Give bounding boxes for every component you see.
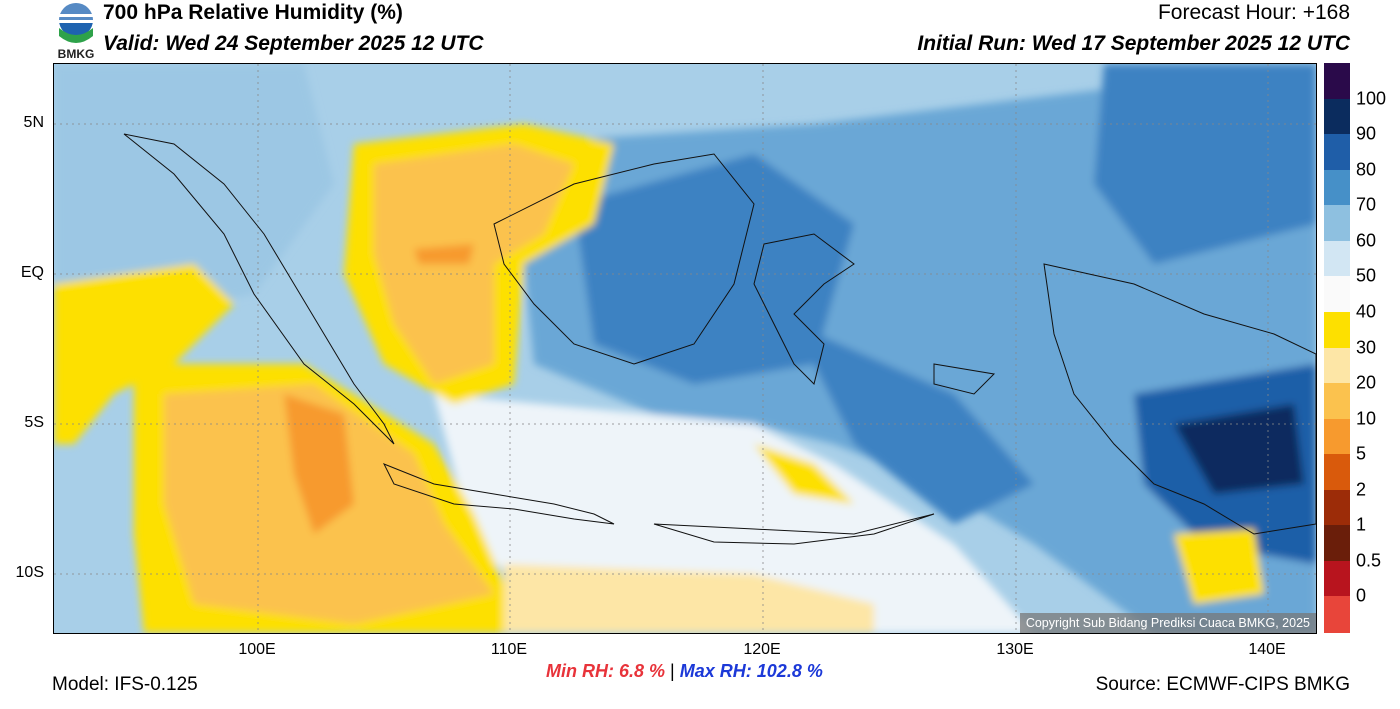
lat-label-10s: 10S [15,564,44,581]
forecast-hour: Forecast Hour: +168 [1157,1,1350,24]
lat-label-5n: 5N [23,114,44,131]
lat-label-5s: 5S [24,414,44,431]
initial-run: Initial Run: Wed 17 September 2025 12 UT… [917,32,1350,55]
legend-label: 0.5 [1356,550,1382,571]
lon-label-100e: 100E [238,641,276,658]
min-max-rh: Min RH: 6.8 % | Max RH: 102.8 % [546,661,823,682]
legend-swatch [1324,169,1350,206]
min-rh-value: 6.8 % [619,661,666,681]
legend-label: 2 [1356,479,1367,500]
legend-label: 100 [1356,88,1387,109]
legend-swatch [1324,276,1350,313]
legend-swatch [1324,525,1350,562]
legend-label: 30 [1356,337,1377,357]
legend-swatch [1324,134,1350,171]
legend-swatch [1324,454,1350,491]
bmkg-logo: BMKG [58,3,95,60]
legend-swatch [1324,63,1350,100]
legend-label: 90 [1356,123,1377,144]
logo-text: BMKG [58,47,95,60]
data-source: Source: ECMWF-CIPS BMKG [1095,674,1350,695]
chart-title: 700 hPa Relative Humidity (%) [103,1,403,24]
legend-label: 1 [1356,514,1367,535]
legend-label: 20 [1356,372,1377,393]
legend-label: 40 [1356,301,1377,322]
legend-swatch [1324,489,1350,526]
legend-label: 60 [1356,230,1377,251]
lon-label-130e: 130E [996,641,1034,658]
legend-swatch [1324,560,1350,597]
lon-label-120e: 120E [743,641,781,658]
legend-label: 70 [1356,194,1377,215]
valid-time: Valid: Wed 24 September 2025 12 UTC [103,32,484,55]
humidity-field [54,64,1316,633]
lon-label-140e: 140E [1248,641,1286,658]
legend-swatch [1324,347,1350,384]
lat-label-eq: EQ [20,264,44,281]
copyright-note: Copyright Sub Bidang Prediksi Cuaca BMKG… [1019,613,1316,633]
min-rh-label: Min RH: [546,661,614,681]
legend-swatch [1324,418,1350,455]
legend-colorbar [1324,63,1350,633]
legend-swatch [1324,383,1350,420]
humidity-map: Copyright Sub Bidang Prediksi Cuaca BMKG… [53,63,1317,634]
max-rh-value: 102.8 % [756,661,823,681]
legend-label: 80 [1356,159,1377,180]
legend-swatch [1324,240,1350,277]
legend-label: 50 [1356,265,1377,286]
max-rh-label: Max RH: [679,661,752,681]
legend-swatch [1324,596,1350,633]
legend-label: 0 [1356,585,1367,606]
legend-swatch [1324,98,1350,135]
legend-swatch [1324,205,1350,242]
legend-label: 10 [1356,408,1377,429]
lon-label-110e: 110E [490,641,528,658]
legend-swatch [1324,311,1350,348]
min-max-separator: | [670,661,675,681]
legend-label: 5 [1356,443,1367,464]
model-name: Model: IFS-0.125 [52,674,198,695]
